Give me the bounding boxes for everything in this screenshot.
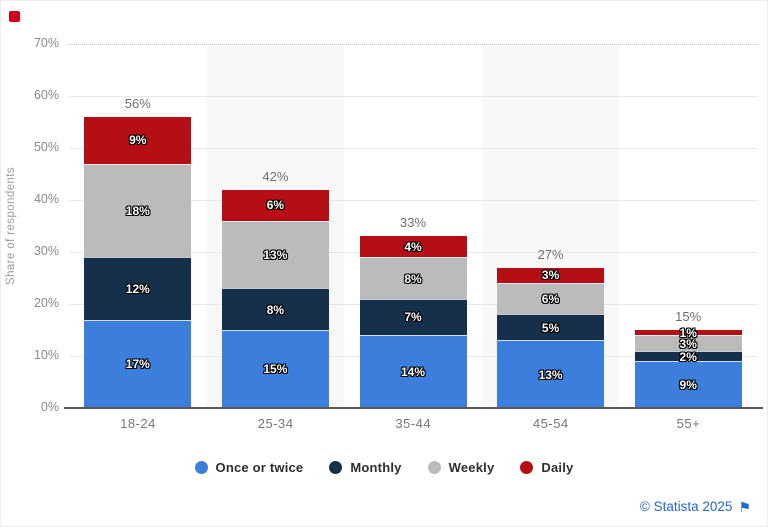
brand-marker-icon (9, 11, 20, 22)
legend-label: Monthly (350, 460, 402, 475)
grid-line (69, 148, 757, 149)
bar-total-label: 33% (399, 215, 427, 231)
y-tick-label: 60% (33, 88, 59, 102)
bar-segment-once-or-twice: 9% (634, 361, 742, 408)
legend-item-daily: Daily (520, 460, 573, 475)
flag-icon: ⚑ (738, 498, 751, 515)
y-tick-label: 70% (33, 36, 59, 50)
bar-segment-daily: 6% (221, 189, 329, 221)
segment-value-label: 3% (679, 336, 697, 351)
segment-value-label: 7% (404, 310, 422, 325)
stacked-bar-18-24: 17% 12% 18% 9% (84, 116, 192, 408)
bar-segment-monthly: 12% (84, 257, 192, 320)
bar-segment-daily: 9% (84, 116, 192, 164)
x-axis-label: 45-54 (532, 416, 569, 431)
segment-value-label: 4% (404, 239, 422, 254)
bar-segment-once-or-twice: 13% (497, 340, 605, 408)
stacked-bar-25-34: 15% 8% 13% 6% (221, 189, 329, 408)
y-tick-label: 50% (33, 140, 59, 154)
stacked-bar-35-44: 14% 7% 8% 4% (359, 236, 467, 408)
chart-legend: Once or twice Monthly Weekly Daily (1, 460, 767, 475)
bar-segment-once-or-twice: 15% (221, 329, 329, 408)
legend-label: Daily (541, 460, 574, 475)
legend-item-once-or-twice: Once or twice (194, 460, 304, 475)
y-tick-label: 20% (33, 296, 59, 310)
bar-segment-once-or-twice: 14% (359, 335, 467, 408)
segment-value-label: 6% (266, 198, 285, 213)
bar-segment-daily: 4% (359, 236, 467, 258)
segment-value-label: 13% (538, 367, 563, 382)
x-axis-label: 18-24 (120, 416, 156, 431)
grid-line (69, 44, 757, 45)
bar-segment-monthly: 8% (221, 288, 329, 330)
statista-credit[interactable]: © Statista 2025 ⚑ (640, 499, 751, 514)
bar-total-label: 27% (537, 246, 564, 262)
segment-value-label: 14% (400, 365, 426, 380)
segment-value-label: 3% (541, 268, 560, 283)
y-tick-label: 0% (40, 400, 59, 414)
x-axis-line (64, 407, 763, 409)
segment-value-label: 6% (541, 292, 560, 307)
bar-segment-weekly: 8% (359, 257, 467, 299)
stacked-bar-55+: 9% 2% 3% 1% (634, 327, 742, 408)
segment-value-label: 1% (679, 325, 697, 340)
legend-dot-icon (520, 461, 534, 474)
bar-segment-monthly: 5% (497, 314, 605, 341)
legend-label: Weekly (448, 460, 495, 475)
segment-value-label: 8% (266, 302, 285, 317)
segment-value-label: 2% (679, 349, 697, 364)
credit-link[interactable]: © Statista 2025 (639, 499, 733, 514)
bar-segment-weekly: 13% (221, 220, 329, 289)
legend-dot-icon (194, 461, 208, 474)
segment-value-label: 8% (404, 271, 422, 286)
segment-value-label: 5% (541, 320, 560, 335)
bar-segment-daily: 1% (634, 327, 742, 339)
y-tick-label: 30% (33, 244, 59, 258)
segment-value-label: 15% (263, 362, 288, 377)
bar-segment-weekly: 18% (84, 163, 192, 258)
bar-segment-once-or-twice: 17% (84, 319, 192, 408)
y-tick-label: 40% (33, 192, 59, 206)
bar-segment-weekly: 6% (497, 283, 605, 315)
segment-value-label: 18% (125, 203, 150, 218)
bar-segment-weekly: 3% (634, 335, 742, 351)
bar-total-label: 15% (675, 309, 702, 324)
segment-value-label: 13% (263, 248, 288, 263)
segment-value-label: 12% (125, 281, 150, 296)
segment-value-label: 17% (125, 357, 150, 372)
bar-segment-daily: 3% (497, 267, 605, 284)
grid-line (69, 200, 757, 201)
x-axis-label: 25-34 (257, 416, 294, 431)
bar-total-label: 56% (124, 95, 151, 111)
y-tick-label: 10% (33, 348, 59, 362)
stacked-bar-45-54: 13% 5% 6% 3% (497, 267, 605, 408)
x-axis-label: 35-44 (395, 416, 432, 431)
legend-label: Once or twice (215, 460, 304, 475)
segment-value-label: 9% (129, 133, 147, 148)
bar-segment-monthly: 2% (634, 349, 742, 364)
legend-item-weekly: Weekly (427, 460, 495, 475)
legend-item-monthly: Monthly (329, 460, 401, 475)
bar-total-label: 42% (262, 168, 289, 184)
grid-line (69, 96, 757, 97)
x-axis-label: 55+ (676, 416, 701, 431)
legend-dot-icon (329, 461, 343, 474)
segment-value-label: 9% (679, 378, 697, 393)
legend-dot-icon (427, 461, 441, 474)
bar-segment-monthly: 7% (359, 298, 467, 336)
